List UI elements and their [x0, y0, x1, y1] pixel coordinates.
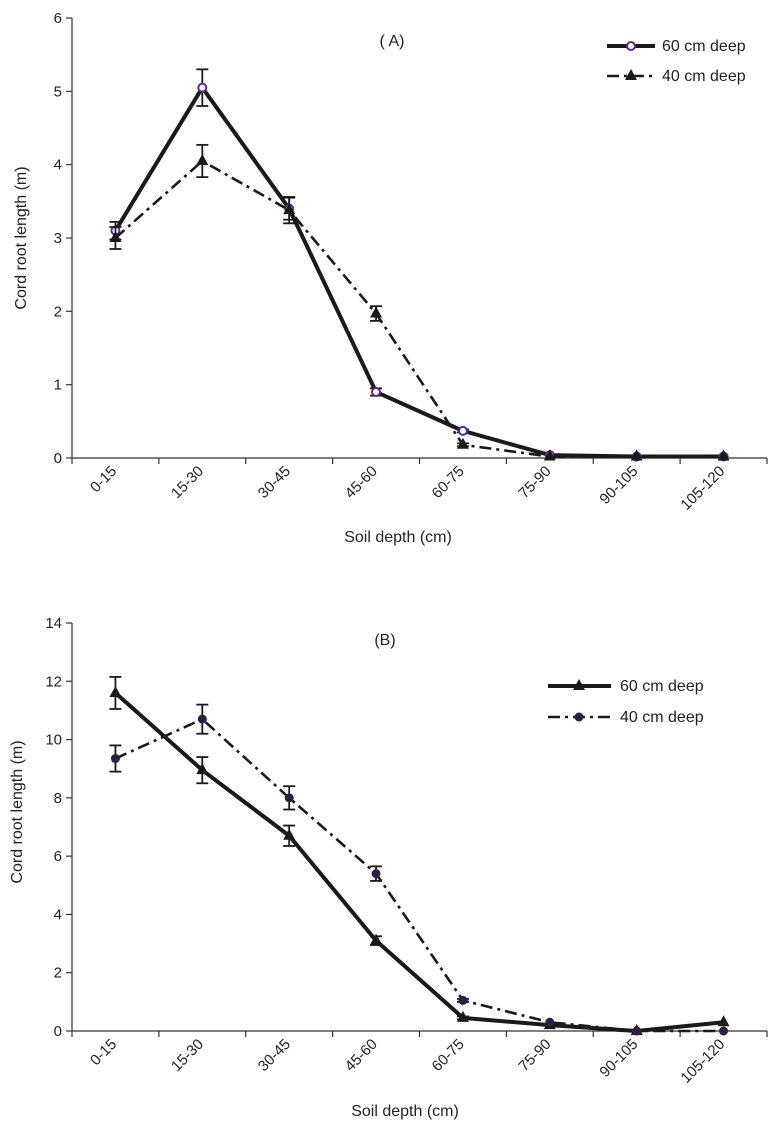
panel-a-axes: 0 1 2 3 4 5 6 0-15 15-30 30-45 45-60 60-75 75-90 90-1… [54, 10, 768, 514]
panel-b-legend-label-0: 60 cm deep [620, 678, 704, 695]
panel-a-legend-label-1: 40 cm deep [662, 68, 746, 85]
panel-b-y-tick-label: 14 [45, 615, 62, 632]
panel-a-series-1-point [717, 449, 730, 461]
panel-b-series-1-point [284, 793, 294, 803]
panel-a-series-1 [109, 143, 730, 461]
panel-a-legend: 60 cm deep 40 cm deep [607, 38, 746, 85]
panel-b-x-tick-label: 105-120 [677, 1036, 728, 1087]
panel-a-y-tick-label: 6 [54, 10, 62, 27]
panel-b-series-0-point [370, 933, 383, 945]
panel-b-y-tick-label: 10 [45, 732, 62, 749]
panel-a-title: ( A) [380, 33, 405, 50]
panel-b-series-0-line [114, 691, 724, 1033]
panel-a-y-axis-title: Cord root length (m) [13, 166, 30, 309]
panel-b-series-1-point [197, 714, 207, 724]
panel-a-series-1-point [456, 437, 469, 449]
panel-b-series [109, 676, 730, 1036]
panel-b-x-tick-label: 90-105 [596, 1036, 641, 1081]
panel-a-y-tick-label: 3 [54, 230, 62, 247]
panel-b-y-tick-label: 8 [54, 790, 62, 807]
chart-panel-b: (B) Soil depth (cm) Cord root length (m)… [9, 615, 768, 1120]
panel-a-x-tick-label: 60-75 [429, 463, 468, 502]
panel-b-legend-marker-1 [574, 712, 584, 722]
panel-b-series-0-point [717, 1015, 730, 1027]
panel-a-x-tick-label: 45-60 [342, 463, 381, 502]
panel-b-series-1 [109, 703, 729, 1036]
panel-b-y-tick-label: 6 [54, 848, 62, 865]
panel-a-x-axis-title: Soil depth (cm) [344, 529, 452, 546]
panel-a-legend-marker-0 [626, 41, 636, 51]
panel-b-legend-marker-0 [573, 679, 585, 690]
panel-b-x-tick-label: 0-15 [87, 1036, 120, 1069]
panel-b-series-1-line [114, 717, 724, 1033]
panel-a-series-1-point [630, 449, 643, 461]
panel-a-series-1-point [109, 231, 122, 242]
panel-a-series-1-point [283, 203, 296, 215]
panel-b-y-tick-label: 2 [54, 965, 62, 982]
panel-b-series-0-point [283, 828, 296, 840]
panel-b-y-tick-label: 4 [54, 906, 62, 923]
panel-b-x-tick-label: 60-75 [429, 1036, 468, 1075]
panel-b-title: (B) [374, 632, 395, 649]
panel-b-series-1-point [719, 1026, 729, 1036]
panel-a-x-tick-label: 75-90 [515, 463, 554, 502]
panel-b-legend-item-1: 40 cm deep [548, 709, 704, 726]
panel-a-series-1-point [543, 449, 556, 461]
panel-a-legend-item-1: 40 cm deep [607, 68, 746, 85]
panel-a-x-tick-label: 105-120 [677, 463, 728, 514]
chart-panel-a: ( A) Soil depth (cm) Cord root length (m… [13, 10, 768, 546]
panel-a-series-0-point [197, 82, 208, 93]
panel-b-y-axis-title: Cord root length (m) [9, 740, 26, 883]
panel-b-series-1-point [632, 1026, 642, 1036]
panel-b-x-axis-title: Soil depth (cm) [351, 1103, 459, 1120]
panel-a-y-tick-label: 2 [54, 303, 62, 320]
panel-a-legend-label-0: 60 cm deep [662, 38, 746, 55]
panel-a-series-0-line [113, 85, 724, 459]
panel-b-x-tick-label: 75-90 [515, 1036, 554, 1075]
panel-b-series-1-point [371, 869, 381, 879]
panel-b-legend: 60 cm deep 40 cm deep [548, 678, 704, 726]
panel-a-series-0-point [457, 425, 468, 436]
panel-b-x-tick-label: 15-30 [168, 1036, 207, 1075]
panel-a-y-tick-label: 5 [54, 83, 62, 100]
panel-b-y-tick-label: 12 [45, 673, 62, 690]
panel-a-series [109, 68, 730, 462]
panel-a-series-1-point [196, 154, 209, 165]
panel-a-series-1-line [114, 159, 724, 458]
panel-b-series-0-point [196, 763, 209, 775]
panel-b-series-1-point [545, 1017, 555, 1027]
panel-b-legend-item-0: 60 cm deep [548, 678, 704, 695]
panel-a-y-tick-label: 0 [54, 450, 62, 467]
panel-a-series-1-point [370, 306, 383, 318]
panel-a-x-tick-label: 0-15 [87, 463, 120, 496]
panel-a-x-tick-label: 90-105 [596, 463, 641, 508]
panel-a-x-tick-label: 30-45 [255, 463, 294, 502]
panel-a-y-tick-label: 1 [54, 377, 62, 394]
panel-a-legend-marker-1 [625, 69, 637, 80]
panel-b-x-tick-label: 45-60 [342, 1036, 381, 1075]
panel-b-series-0-point [456, 1010, 469, 1022]
panel-b-series-1-point [458, 995, 468, 1005]
panel-a-series-0-point [371, 387, 382, 397]
panel-a-legend-item-0: 60 cm deep [607, 38, 746, 55]
panel-a-series-0 [109, 68, 729, 462]
panel-b-y-tick-label: 0 [54, 1023, 62, 1040]
panel-a-y-tick-label: 4 [54, 157, 62, 174]
panel-b-legend-label-1: 40 cm deep [620, 709, 704, 726]
panel-b-series-1-point [110, 754, 120, 764]
panel-a-x-tick-label: 15-30 [168, 463, 207, 502]
panel-b-x-tick-label: 30-45 [255, 1036, 294, 1075]
panel-b-series-0-point [109, 685, 122, 697]
